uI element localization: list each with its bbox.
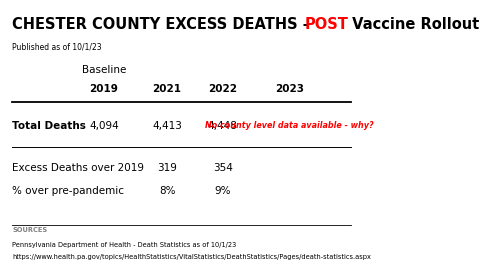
Text: % over pre-pandemic: % over pre-pandemic [12, 186, 124, 196]
Text: SOURCES: SOURCES [12, 227, 48, 233]
Text: 354: 354 [213, 163, 233, 173]
Text: 4,094: 4,094 [89, 121, 119, 131]
Text: 2021: 2021 [153, 84, 181, 94]
Text: Baseline: Baseline [82, 65, 126, 75]
Text: 2023: 2023 [275, 84, 304, 94]
Text: 319: 319 [157, 163, 177, 173]
Text: Excess Deaths over 2019: Excess Deaths over 2019 [12, 163, 144, 173]
Text: Total Deaths: Total Deaths [12, 121, 86, 131]
Text: No county level data available - why?: No county level data available - why? [205, 121, 374, 130]
Text: 2019: 2019 [90, 84, 119, 94]
Text: 9%: 9% [215, 186, 231, 196]
Text: CHESTER COUNTY EXCESS DEATHS -: CHESTER COUNTY EXCESS DEATHS - [12, 18, 314, 32]
Text: https://www.health.pa.gov/topics/HealthStatistics/VitalStatistics/DeathStatistic: https://www.health.pa.gov/topics/HealthS… [12, 254, 371, 260]
Text: Published as of 10/1/23: Published as of 10/1/23 [12, 43, 102, 52]
Text: POST: POST [304, 18, 348, 32]
Text: 4,448: 4,448 [208, 121, 238, 131]
Text: 8%: 8% [159, 186, 175, 196]
Text: Vaccine Rollout: Vaccine Rollout [347, 18, 479, 32]
Text: 4,413: 4,413 [152, 121, 182, 131]
Text: 2022: 2022 [208, 84, 237, 94]
Text: Pennsylvania Department of Health - Death Statistics as of 10/1/23: Pennsylvania Department of Health - Deat… [12, 242, 237, 248]
